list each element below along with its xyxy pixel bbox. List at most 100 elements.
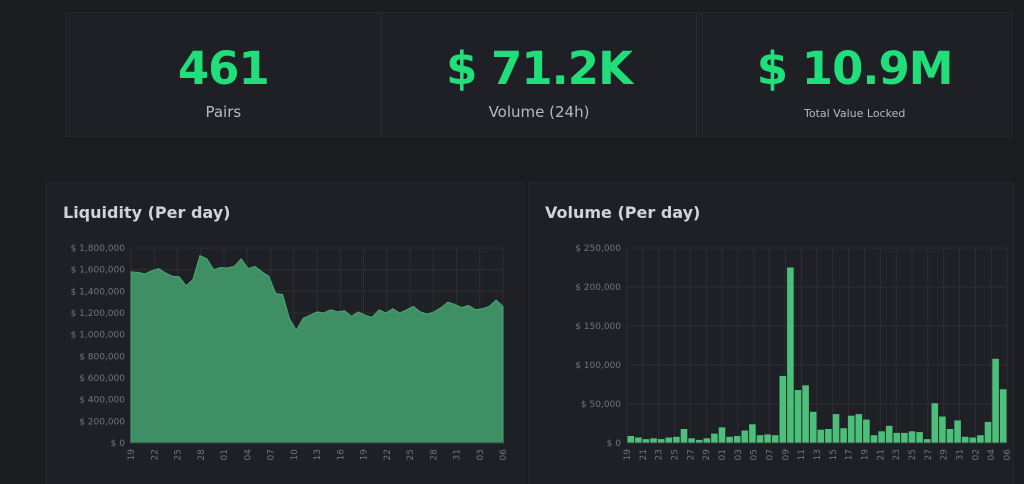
x-tick-label: 06 bbox=[1003, 449, 1013, 461]
volume-bar bbox=[688, 438, 695, 443]
volume-bar bbox=[695, 439, 703, 443]
volume-bar bbox=[771, 435, 779, 443]
volume-bar bbox=[817, 429, 825, 443]
volume-bar bbox=[961, 436, 969, 443]
volume-bar bbox=[931, 403, 939, 443]
x-tick-label: 19 bbox=[127, 449, 137, 461]
volume-bar bbox=[711, 433, 718, 443]
x-tick-label: 11 bbox=[797, 449, 807, 460]
stat-volume-label: Volume (24h) bbox=[488, 103, 590, 121]
volume-bar bbox=[908, 431, 916, 443]
x-tick-label: 04 bbox=[243, 449, 253, 461]
x-tick-label: 19 bbox=[360, 449, 370, 461]
volume-bar bbox=[923, 439, 931, 443]
volume-bar bbox=[726, 436, 733, 443]
volume-chart[interactable]: $ 0 $ 50,000 $ 100,000 $ 150,000 $ 200,000 $ … bbox=[529, 183, 1013, 484]
x-tick-label: 25 bbox=[671, 449, 681, 460]
volume-bar bbox=[802, 385, 809, 443]
x-tick-label: 15 bbox=[829, 449, 839, 460]
x-tick-label: 07 bbox=[267, 449, 277, 460]
volume-bar bbox=[901, 432, 908, 443]
liquidity-chart[interactable]: $ 0 $ 200,000 $ 400,000 $ 600,000 $ 800,000 $… bbox=[47, 183, 523, 484]
liquidity-area bbox=[130, 254, 504, 444]
stat-tvl-label: Total Value Locked bbox=[804, 107, 906, 120]
volume-bar bbox=[718, 427, 726, 443]
x-tick-label: 25 bbox=[174, 449, 184, 460]
y-tick-label: $ 400,000 bbox=[79, 396, 125, 406]
volume-bar bbox=[733, 436, 741, 443]
x-tick-label: 05 bbox=[750, 449, 760, 460]
stat-pairs-label: Pairs bbox=[205, 103, 242, 121]
x-tick-label: 19 bbox=[861, 449, 871, 461]
x-tick-label: 25 bbox=[406, 449, 416, 460]
volume-bar bbox=[999, 389, 1007, 443]
volume-bar bbox=[665, 437, 673, 443]
stats-bar: 461 Pairs $ 71.2K Volume (24h) $ 10.9M T… bbox=[65, 12, 1013, 137]
x-tick-label: 31 bbox=[453, 449, 463, 460]
y-tick-label: $ 1,600,000 bbox=[71, 266, 126, 276]
x-tick-label: 21 bbox=[876, 449, 886, 460]
volume-bar bbox=[870, 435, 878, 443]
x-tick-label: 28 bbox=[429, 449, 439, 461]
x-tick-label: 17 bbox=[845, 449, 855, 460]
volume-bar bbox=[946, 429, 954, 443]
volume-bar bbox=[657, 439, 665, 443]
y-tick-label: $ 100,000 bbox=[575, 361, 621, 371]
y-tick-label: $ 250,000 bbox=[575, 244, 621, 254]
stat-tvl-value: $ 10.9M bbox=[756, 42, 954, 95]
volume-bar bbox=[749, 424, 756, 443]
y-tick-label: $ 0 bbox=[111, 439, 126, 449]
volume-bar bbox=[642, 439, 650, 443]
x-tick-label: 23 bbox=[655, 449, 665, 460]
y-tick-label: $ 0 bbox=[607, 439, 622, 449]
x-tick-label: 27 bbox=[686, 449, 696, 460]
x-tick-label: 09 bbox=[781, 449, 791, 461]
volume-bar bbox=[954, 420, 961, 443]
x-tick-label: 04 bbox=[987, 449, 997, 461]
y-tick-label: $ 600,000 bbox=[79, 374, 125, 384]
volume-bar bbox=[787, 267, 794, 443]
volume-bar bbox=[741, 430, 749, 443]
x-tick-label: 25 bbox=[908, 449, 918, 460]
x-tick-label: 29 bbox=[702, 449, 712, 461]
x-tick-label: 07 bbox=[766, 449, 776, 460]
x-tick-label: 01 bbox=[220, 449, 230, 460]
stat-volume-value: $ 71.2K bbox=[446, 42, 633, 95]
volume-bar bbox=[977, 435, 984, 443]
x-tick-label: 22 bbox=[383, 449, 393, 460]
y-tick-label: $ 1,200,000 bbox=[71, 309, 126, 319]
volume-chart-title: Volume (Per day) bbox=[545, 203, 701, 222]
x-tick-label: 29 bbox=[940, 449, 950, 461]
x-tick-label: 31 bbox=[956, 449, 966, 460]
x-tick-label: 22 bbox=[150, 449, 160, 460]
x-tick-label: 13 bbox=[313, 449, 323, 460]
volume-bar bbox=[832, 414, 840, 443]
volume-bar bbox=[756, 435, 764, 443]
volume-bar bbox=[650, 438, 657, 443]
liquidity-chart-title: Liquidity (Per day) bbox=[63, 203, 231, 222]
y-tick-label: $ 1,000,000 bbox=[71, 331, 126, 341]
x-tick-label: 03 bbox=[734, 449, 744, 460]
y-tick-label: $ 800,000 bbox=[79, 352, 125, 362]
x-tick-label: 28 bbox=[197, 449, 207, 461]
x-tick-label: 02 bbox=[971, 449, 981, 460]
x-tick-label: 06 bbox=[499, 449, 509, 461]
x-tick-label: 21 bbox=[639, 449, 649, 460]
stat-pairs-value: 461 bbox=[177, 42, 270, 95]
volume-bar bbox=[992, 358, 999, 443]
stat-pairs: 461 Pairs bbox=[66, 13, 382, 136]
volume-bar bbox=[855, 414, 863, 443]
volume-bar bbox=[680, 429, 688, 443]
volume-bar bbox=[893, 432, 901, 443]
x-tick-label: 16 bbox=[336, 449, 346, 461]
volume-bar bbox=[878, 431, 885, 443]
volume-bar bbox=[635, 437, 642, 443]
volume-bar bbox=[840, 428, 847, 443]
volume-bar bbox=[863, 419, 870, 443]
volume-bar bbox=[794, 390, 802, 443]
stat-volume: $ 71.2K Volume (24h) bbox=[382, 13, 698, 136]
x-tick-label: 03 bbox=[476, 449, 486, 460]
liquidity-panel: Liquidity (Per day) $ 0 $ 200,000 $ 400,00… bbox=[46, 182, 524, 484]
y-tick-label: $ 200,000 bbox=[79, 417, 125, 427]
x-tick-label: 10 bbox=[290, 449, 300, 461]
